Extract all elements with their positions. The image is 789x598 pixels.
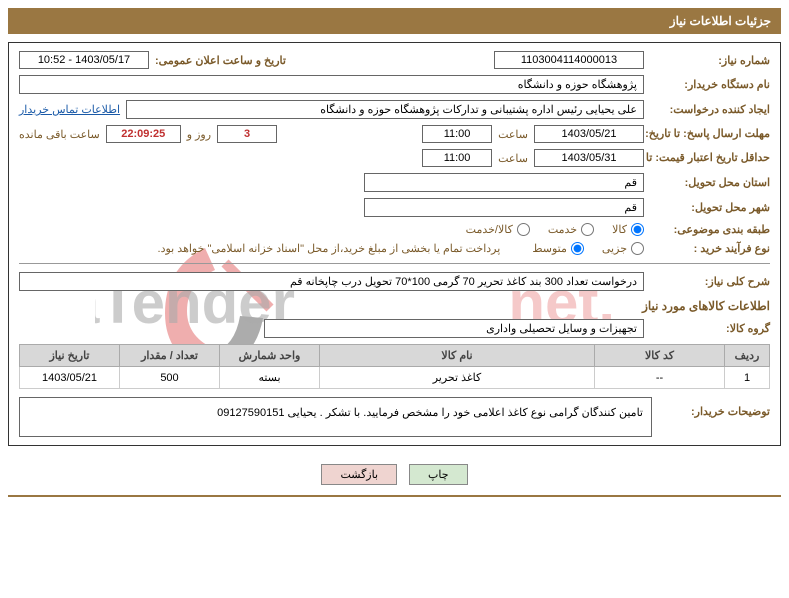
th-code: کد کالا bbox=[595, 345, 725, 367]
goods-table: ردیف کد کالا نام کالا واحد شمارش تعداد /… bbox=[19, 344, 770, 389]
group-value: تجهیزات و وسایل تحصیلی واداری bbox=[264, 319, 644, 338]
footer-border bbox=[8, 495, 781, 497]
page-title: جزئیات اطلاعات نیاز bbox=[670, 14, 771, 28]
deadline-remain-label: ساعت باقی مانده bbox=[19, 128, 100, 141]
th-date: تاریخ نیاز bbox=[20, 345, 120, 367]
buyer-org-value: پژوهشگاه حوزه و دانشگاه bbox=[19, 75, 644, 94]
deadline-time: 11:00 bbox=[422, 125, 492, 143]
divider bbox=[19, 263, 770, 264]
button-bar: چاپ بازگشت bbox=[0, 454, 789, 495]
validity-time: 11:00 bbox=[422, 149, 492, 167]
requester-value: علی یحیایی رئیس اداره پشتیبانی و تدارکات… bbox=[126, 100, 644, 119]
city-value: قم bbox=[364, 198, 644, 217]
announce-value: 1403/05/17 - 10:52 bbox=[19, 51, 149, 69]
cell-name: کاغذ تحریر bbox=[320, 367, 595, 389]
category-opt2[interactable]: خدمت bbox=[548, 223, 594, 236]
deadline-label: مهلت ارسال پاسخ: تا تاریخ: bbox=[650, 127, 770, 141]
province-label: استان محل تحویل: bbox=[650, 176, 770, 189]
requester-label: ایجاد کننده درخواست: bbox=[650, 103, 770, 116]
deadline-days: 3 bbox=[217, 125, 277, 143]
summary-label: شرح کلی نیاز: bbox=[650, 275, 770, 288]
process-opt2[interactable]: متوسط bbox=[532, 242, 584, 255]
th-row: ردیف bbox=[725, 345, 770, 367]
summary-value: درخواست تعداد 300 بند کاغذ تحریر 70 گرمی… bbox=[19, 272, 644, 291]
city-label: شهر محل تحویل: bbox=[650, 201, 770, 214]
need-number-label: شماره نیاز: bbox=[650, 54, 770, 67]
cell-unit: بسته bbox=[220, 367, 320, 389]
category-opt3[interactable]: کالا/خدمت bbox=[466, 223, 530, 236]
details-panel: شماره نیاز: 1103004114000013 تاریخ و ساع… bbox=[8, 42, 781, 446]
deadline-date: 1403/05/21 bbox=[534, 125, 644, 143]
process-radios: جزیی متوسط bbox=[532, 242, 644, 255]
buyer-note-value: تامین کنندگان گرامی نوع کاغذ اعلامی خود … bbox=[19, 397, 652, 437]
announce-label: تاریخ و ساعت اعلان عمومی: bbox=[155, 54, 286, 67]
validity-label: حداقل تاریخ اعتبار قیمت: تا تاریخ: bbox=[650, 151, 770, 165]
back-button[interactable]: بازگشت bbox=[321, 464, 397, 485]
page-header: جزئیات اطلاعات نیاز bbox=[8, 8, 781, 34]
process-opt1[interactable]: جزیی bbox=[602, 242, 644, 255]
cell-date: 1403/05/21 bbox=[20, 367, 120, 389]
deadline-days-label: روز و bbox=[187, 128, 211, 141]
process-label: نوع فرآیند خرید : bbox=[650, 242, 770, 255]
print-button[interactable]: چاپ bbox=[409, 464, 468, 485]
th-unit: واحد شمارش bbox=[220, 345, 320, 367]
deadline-time-label: ساعت bbox=[498, 128, 528, 141]
buyer-org-label: نام دستگاه خریدار: bbox=[650, 78, 770, 91]
need-number-value: 1103004114000013 bbox=[494, 51, 644, 69]
contact-link[interactable]: اطلاعات تماس خریدار bbox=[19, 103, 120, 116]
buyer-note-label: توضیحات خریدار: bbox=[660, 397, 770, 437]
category-opt1[interactable]: کالا bbox=[612, 223, 644, 236]
category-label: طبقه بندی موضوعی: bbox=[650, 223, 770, 236]
category-radios: کالا خدمت کالا/خدمت bbox=[466, 223, 644, 236]
province-value: قم bbox=[364, 173, 644, 192]
table-row: 1 -- کاغذ تحریر بسته 500 1403/05/21 bbox=[20, 367, 770, 389]
group-label: گروه کالا: bbox=[650, 322, 770, 335]
deadline-hms: 22:09:25 bbox=[106, 125, 181, 143]
goods-section-title: اطلاعات کالاهای مورد نیاز bbox=[19, 299, 770, 313]
cell-qty: 500 bbox=[120, 367, 220, 389]
process-note: پرداخت تمام یا بخشی از مبلغ خرید،از محل … bbox=[158, 242, 501, 255]
validity-time-label: ساعت bbox=[498, 152, 528, 165]
th-qty: تعداد / مقدار bbox=[120, 345, 220, 367]
cell-row: 1 bbox=[725, 367, 770, 389]
th-name: نام کالا bbox=[320, 345, 595, 367]
cell-code: -- bbox=[595, 367, 725, 389]
validity-date: 1403/05/31 bbox=[534, 149, 644, 167]
